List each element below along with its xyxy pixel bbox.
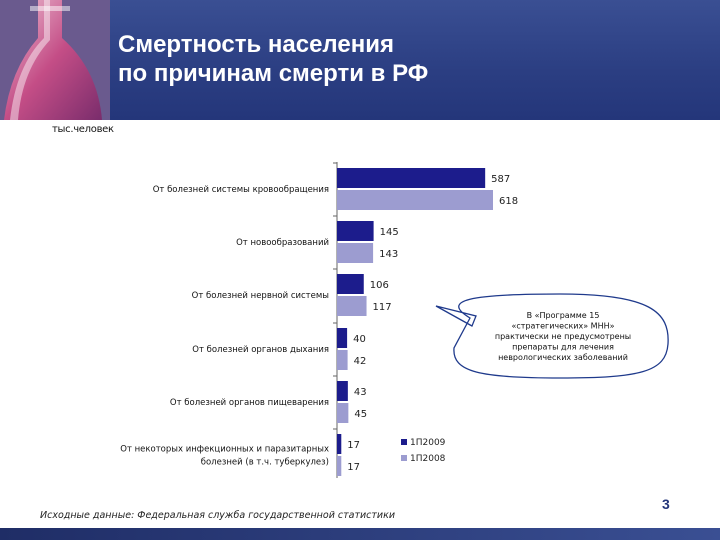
- flask-icon: [0, 0, 110, 120]
- unit-label: тыс.человек: [52, 124, 114, 135]
- callout-text-line: В «Программе 15: [527, 311, 600, 320]
- legend-label: 1П2008: [410, 454, 446, 464]
- callout-shape: [435, 293, 669, 379]
- bar: [337, 296, 367, 316]
- category-label: От болезней органов дыхания: [192, 345, 329, 355]
- page-number: 3: [662, 496, 670, 512]
- bar: [337, 243, 374, 263]
- bar: [337, 274, 364, 294]
- footer-bar: [0, 528, 720, 540]
- category-label-line: От болезней органов пищеварения: [170, 398, 329, 408]
- data-label: 17: [347, 440, 360, 451]
- source-note: Исходные данные: Федеральная служба госу…: [40, 510, 396, 521]
- callout-text-line: препараты для лечения: [512, 343, 614, 352]
- callout-bubble: В «Программе 15 «стратегических» МНН» прак…: [435, 293, 669, 379]
- category-label: От болезней нервной системы: [192, 291, 329, 301]
- callout-text-line: неврологических заболеваний: [498, 353, 628, 362]
- legend-label: 1П2009: [410, 438, 446, 448]
- slide-header: Смертность населения по причинам смерти …: [0, 0, 720, 120]
- data-label: 43: [354, 387, 367, 398]
- category-label-line: От новообразований: [236, 238, 329, 248]
- data-label: 587: [491, 174, 510, 185]
- data-label: 145: [380, 227, 399, 238]
- title-line-1: Смертность населения: [118, 31, 394, 58]
- category-label: От болезней системы кровообращения: [153, 185, 329, 195]
- bar: [337, 350, 348, 370]
- bar: [337, 328, 348, 348]
- category-label-line: От болезней нервной системы: [192, 291, 329, 301]
- legend-swatch: [401, 439, 407, 445]
- category-label-line: От некоторых инфекционных и паразитарных: [120, 445, 329, 455]
- data-label: 17: [347, 462, 360, 473]
- callout-text: В «Программе 15 «стратегических» МНН» прак…: [495, 311, 631, 362]
- data-label: 143: [379, 249, 398, 260]
- category-label: От некоторых инфекционных и паразитарных…: [120, 445, 329, 468]
- data-label: 42: [354, 356, 367, 367]
- category-label-line: От болезней органов дыхания: [192, 345, 329, 355]
- category-label-line: От болезней системы кровообращения: [153, 185, 329, 195]
- bar: [337, 434, 342, 454]
- category-label: От новообразований: [236, 238, 329, 248]
- bar: [337, 221, 374, 241]
- legend-swatch: [401, 455, 407, 461]
- category-label-line: болезней (в т.ч. туберкулез): [201, 458, 329, 468]
- data-label: 40: [353, 334, 366, 345]
- data-label: 117: [373, 302, 392, 313]
- callout-text-line: практически не предусмотрены: [495, 332, 631, 341]
- bar: [337, 381, 348, 401]
- category-label: От болезней органов пищеварения: [170, 398, 329, 408]
- data-label: 618: [499, 196, 518, 207]
- data-label: 106: [370, 280, 389, 291]
- title-line-2: по причинам смерти в РФ: [118, 60, 429, 87]
- bar: [337, 168, 486, 188]
- slide-title: Смертность населения по причинам смерти …: [118, 30, 428, 88]
- bar: [337, 456, 342, 476]
- data-label: 45: [354, 409, 367, 420]
- bar: [337, 403, 349, 423]
- callout-text-line: «стратегических» МНН»: [512, 322, 615, 331]
- bar: [337, 190, 493, 210]
